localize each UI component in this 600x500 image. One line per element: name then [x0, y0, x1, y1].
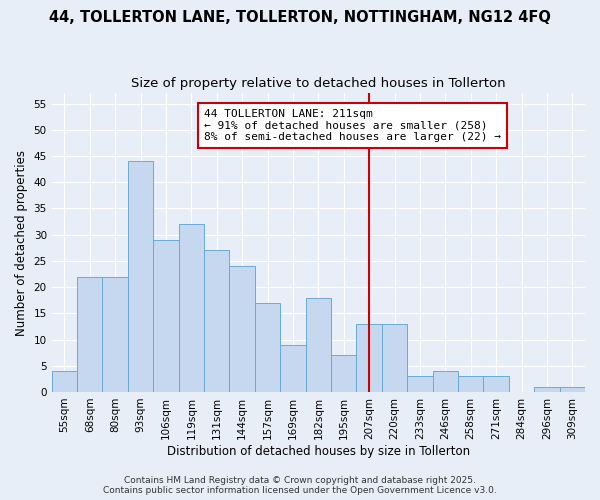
Bar	[305, 298, 331, 392]
Bar	[204, 250, 229, 392]
Bar	[103, 276, 128, 392]
Y-axis label: Number of detached properties: Number of detached properties	[15, 150, 28, 336]
Title: Size of property relative to detached houses in Tollerton: Size of property relative to detached ho…	[131, 78, 506, 90]
Bar	[52, 371, 77, 392]
Bar	[128, 161, 153, 392]
X-axis label: Distribution of detached houses by size in Tollerton: Distribution of detached houses by size …	[167, 444, 470, 458]
Text: Contains HM Land Registry data © Crown copyright and database right 2025.
Contai: Contains HM Land Registry data © Crown c…	[103, 476, 497, 495]
Bar	[458, 376, 484, 392]
Text: 44, TOLLERTON LANE, TOLLERTON, NOTTINGHAM, NG12 4FQ: 44, TOLLERTON LANE, TOLLERTON, NOTTINGHA…	[49, 10, 551, 25]
Bar	[77, 276, 103, 392]
Bar	[179, 224, 204, 392]
Text: 44 TOLLERTON LANE: 211sqm
← 91% of detached houses are smaller (258)
8% of semi-: 44 TOLLERTON LANE: 211sqm ← 91% of detac…	[204, 109, 501, 142]
Bar	[382, 324, 407, 392]
Bar	[560, 386, 585, 392]
Bar	[153, 240, 179, 392]
Bar	[229, 266, 255, 392]
Bar	[280, 345, 305, 392]
Bar	[484, 376, 509, 392]
Bar	[255, 303, 280, 392]
Bar	[433, 371, 458, 392]
Bar	[356, 324, 382, 392]
Bar	[534, 386, 560, 392]
Bar	[407, 376, 433, 392]
Bar	[331, 356, 356, 392]
